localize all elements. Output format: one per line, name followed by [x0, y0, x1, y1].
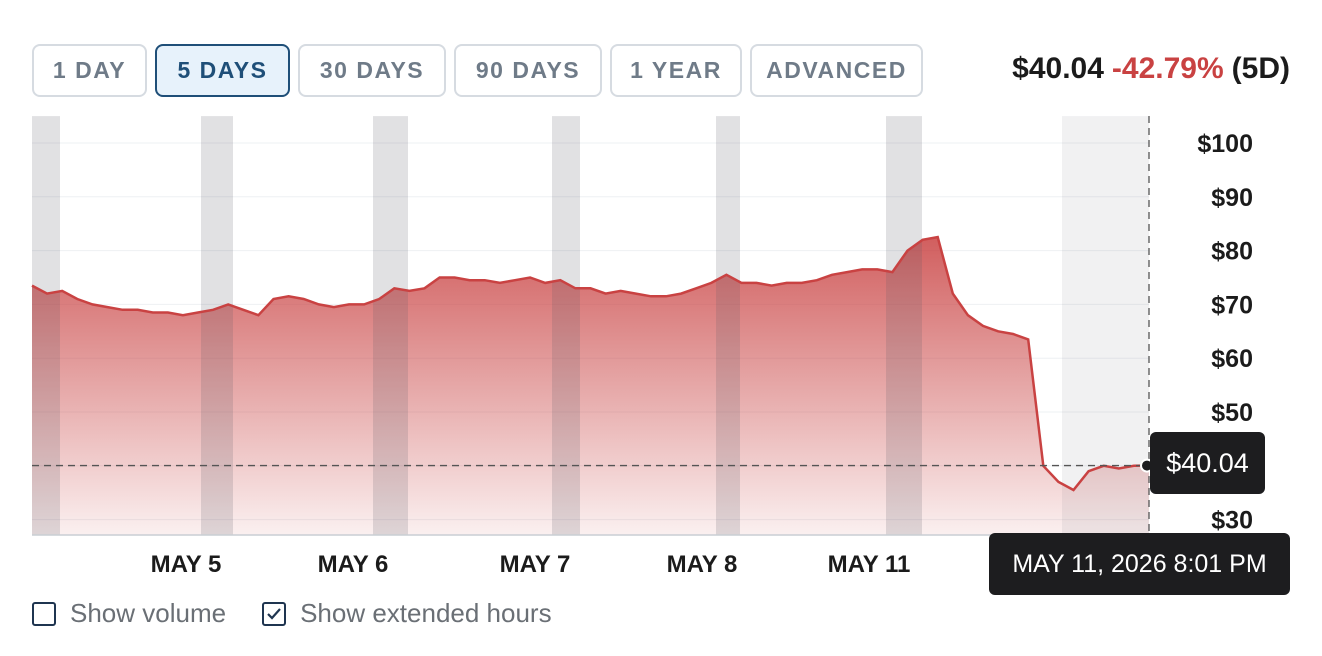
- current-price: $40.04: [1012, 52, 1104, 85]
- show-volume-option[interactable]: Show volume: [32, 598, 226, 629]
- y-tick-label: $50: [1211, 399, 1253, 427]
- x-tick-label: MAY 7: [500, 551, 571, 578]
- y-tick-label: $100: [1197, 130, 1253, 158]
- tab-30-days[interactable]: 30 DAYS: [298, 44, 446, 97]
- checkmark-icon: [267, 607, 281, 620]
- tab-5-days[interactable]: 5 DAYS: [155, 44, 290, 97]
- x-axis-labels: MAY 5 MAY 6 MAY 7 MAY 8 MAY 11: [151, 551, 911, 578]
- price-change-percent: -42.79%: [1111, 52, 1224, 85]
- price-area: [32, 237, 1149, 535]
- show-volume-checkbox[interactable]: [32, 601, 56, 626]
- range-tabs: 1 DAY 5 DAYS 30 DAYS 90 DAYS 1 YEAR ADVA…: [32, 44, 923, 97]
- x-tick-label: MAY 5: [151, 551, 222, 578]
- tab-90-days[interactable]: 90 DAYS: [454, 44, 602, 97]
- y-tick-label: $90: [1211, 184, 1253, 212]
- show-extended-hours-label: Show extended hours: [300, 598, 552, 628]
- y-axis-labels: $100 $90 $80 $70 $60 $50 $30: [1197, 130, 1253, 535]
- x-tick-label: MAY 6: [318, 551, 389, 578]
- y-tick-label: $70: [1211, 291, 1253, 319]
- price-tooltip: $40.04: [1150, 432, 1265, 494]
- show-volume-label: Show volume: [70, 598, 227, 628]
- y-tick-label: $30: [1211, 507, 1253, 535]
- chart-options: Show volume Show extended hours: [32, 598, 552, 629]
- price-line: [31, 235, 1150, 492]
- x-tick-label: MAY 8: [667, 551, 738, 578]
- after-hours-region: [1062, 116, 1149, 535]
- show-extended-hours-checkbox[interactable]: [262, 601, 287, 626]
- change-period: (5D): [1231, 52, 1290, 85]
- price-summary: $40.04 -42.79% (5D): [1012, 52, 1290, 86]
- x-tick-label: MAY 11: [828, 551, 911, 578]
- tab-advanced[interactable]: ADVANCED: [750, 44, 923, 97]
- tab-1-year[interactable]: 1 YEAR: [610, 44, 742, 97]
- time-tooltip: MAY 11, 2026 8:01 PM: [989, 533, 1290, 595]
- tab-1-day[interactable]: 1 DAY: [32, 44, 147, 97]
- price-chart[interactable]: $100$90$80$70$60$50$30 MAY 5 MAY 6 MAY 7 MA…: [0, 112, 1322, 600]
- y-tick-label: $60: [1211, 345, 1253, 373]
- show-extended-hours-option[interactable]: Show extended hours: [262, 598, 552, 629]
- y-tick-label: $80: [1211, 238, 1253, 266]
